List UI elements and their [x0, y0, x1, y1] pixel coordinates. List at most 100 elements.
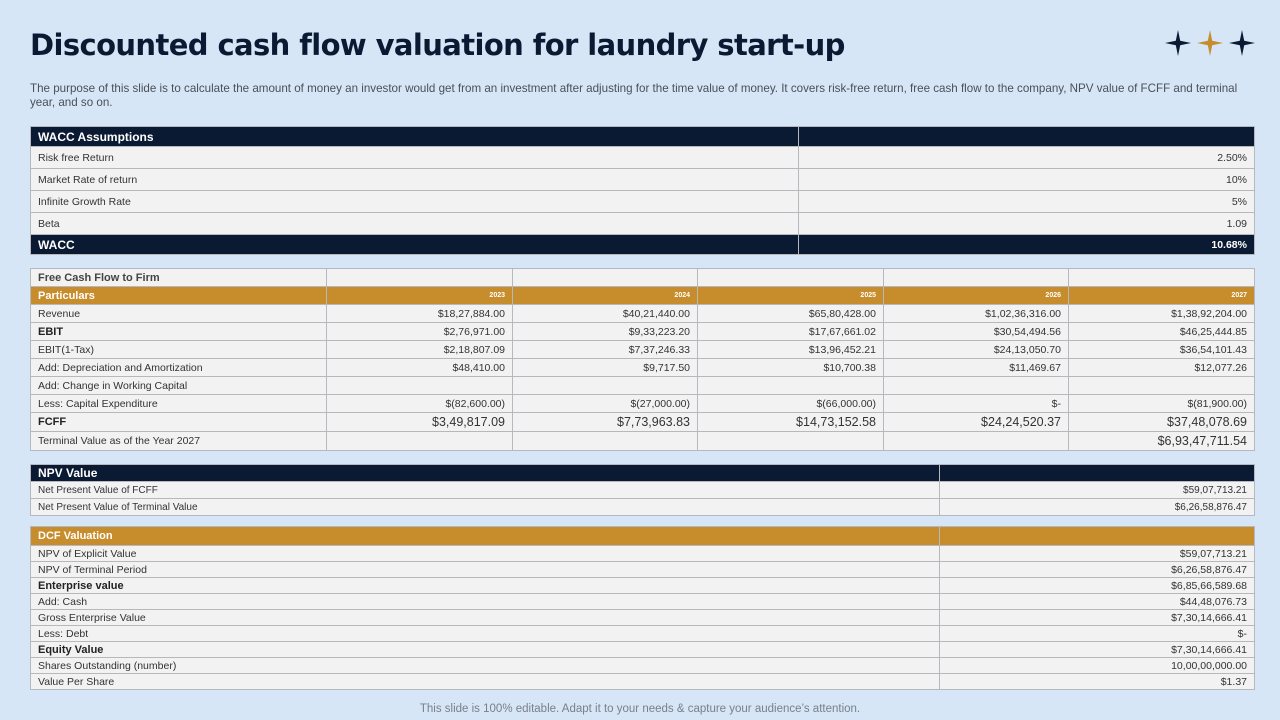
wacc-row-label: Infinite Growth Rate [30, 190, 799, 213]
fcff-row-label: FCFF [30, 412, 327, 432]
fcff-row-label: EBIT [30, 322, 327, 341]
dcf-row: Gross Enterprise Value $7,30,14,666.41 [30, 609, 1255, 626]
star-icon [1165, 30, 1191, 56]
dcf-row-label: Add: Cash [30, 593, 940, 610]
dcf-row: Shares Outstanding (number) 10,00,00,000… [30, 657, 1255, 674]
npv-row: Net Present Value of FCFF $59,07,713.21 [30, 481, 1255, 499]
fcff-cell: $12,077.26 [1068, 358, 1255, 377]
dcf-row-value: $7,30,14,666.41 [939, 641, 1255, 658]
wacc-row-value: 2.50% [798, 146, 1255, 169]
dcf-row-label: Equity Value [30, 641, 940, 658]
wacc-total-row: WACC 10.68% [30, 234, 1255, 255]
fcff-row-fcff: FCFF $3,49,817.09 $7,73,963.83 $14,73,15… [30, 412, 1255, 432]
fcff-row-revenue: Revenue $18,27,884.00 $40,21,440.00 $65,… [30, 304, 1255, 323]
fcff-cell: $37,48,078.69 [1068, 412, 1255, 432]
dcf-header-row: DCF Valuation [30, 526, 1255, 546]
wacc-row-value: 10% [798, 168, 1255, 191]
fcff-cell: $- [883, 394, 1069, 413]
npv-row: Net Present Value of Terminal Value $6,2… [30, 498, 1255, 516]
fcff-cell: $10,700.38 [697, 358, 884, 377]
dcf-row-value: $59,07,713.21 [939, 545, 1255, 562]
star-icon [1197, 30, 1223, 56]
fcff-row-terminal-value: Terminal Value as of the Year 2027 $6,93… [30, 431, 1255, 451]
wacc-row: Infinite Growth Rate 5% [30, 190, 1255, 213]
fcff-row-label: EBIT(1-Tax) [30, 340, 327, 359]
dcf-row-value: $- [939, 625, 1255, 642]
wacc-assumptions-table: WACC Assumptions Risk free Return 2.50% … [30, 126, 1255, 255]
dcf-row-label: NPV of Terminal Period [30, 561, 940, 578]
fcff-cell [512, 431, 698, 451]
dcf-row: Equity Value $7,30,14,666.41 [30, 641, 1255, 658]
fcff-row-label: Add: Depreciation and Amortization [30, 358, 327, 377]
dcf-row-label: Less: Debt [30, 625, 940, 642]
wacc-row: Risk free Return 2.50% [30, 146, 1255, 169]
fcff-cell: $24,24,520.37 [883, 412, 1069, 432]
dcf-row-label: Value Per Share [30, 673, 940, 690]
dcf-row-label: NPV of Explicit Value [30, 545, 940, 562]
year-header: 2024 [512, 286, 698, 305]
fcff-cell: $46,25,444.85 [1068, 322, 1255, 341]
npv-row-value: $59,07,713.21 [939, 481, 1255, 499]
dcf-row: Less: Debt $- [30, 625, 1255, 642]
fcff-cell: $30,54,494.56 [883, 322, 1069, 341]
fcff-table: Free Cash Flow to Firm Particulars 2023 … [30, 268, 1255, 451]
fcff-cell: $(66,000.00) [697, 394, 884, 413]
wacc-header: WACC Assumptions [30, 126, 799, 147]
dcf-row-label: Shares Outstanding (number) [30, 657, 940, 674]
footer-note: This slide is 100% editable. Adapt it to… [419, 703, 861, 715]
dcf-row: Enterprise value $6,85,66,589.68 [30, 577, 1255, 594]
fcff-row-label: Add: Change in Working Capital [30, 376, 327, 395]
wacc-total-label: WACC [30, 234, 799, 255]
fcff-row-label: Revenue [30, 304, 327, 323]
fcff-cell [326, 431, 513, 451]
fcff-cell: $7,37,246.33 [512, 340, 698, 359]
npv-value-table: NPV Value Net Present Value of FCFF $59,… [30, 464, 1255, 516]
fcff-row-capex: Less: Capital Expenditure $(82,600.00) $… [30, 394, 1255, 413]
wacc-row-label: Risk free Return [30, 146, 799, 169]
fcff-cell [697, 431, 884, 451]
page-title: Discounted cash flow valuation for laund… [30, 28, 845, 62]
dcf-row-label: Gross Enterprise Value [30, 609, 940, 626]
fcff-years-row: Particulars 2023 2024 2025 2026 2027 [30, 286, 1255, 305]
wacc-total-value: 10.68% [798, 234, 1255, 255]
fcff-cell: $3,49,817.09 [326, 412, 513, 432]
fcff-cell: $1,38,92,204.00 [1068, 304, 1255, 323]
npv-row-label: Net Present Value of FCFF [30, 481, 940, 499]
fcff-row-label: Terminal Value as of the Year 2027 [30, 431, 327, 451]
npv-header-row: NPV Value [30, 464, 1255, 482]
wacc-header-row: WACC Assumptions [30, 126, 1255, 147]
fcff-cell: $2,76,971.00 [326, 322, 513, 341]
year-header: 2025 [697, 286, 884, 305]
fcff-cell [512, 376, 698, 395]
fcff-row-label: Less: Capital Expenditure [30, 394, 327, 413]
npv-row-label: Net Present Value of Terminal Value [30, 498, 940, 516]
wacc-row-value: 5% [798, 190, 1255, 213]
fcff-row-working-capital: Add: Change in Working Capital [30, 376, 1255, 395]
fcff-row-depreciation: Add: Depreciation and Amortization $48,4… [30, 358, 1255, 377]
year-header: 2026 [883, 286, 1069, 305]
fcff-cell: $11,469.67 [883, 358, 1069, 377]
dcf-row-value: $7,30,14,666.41 [939, 609, 1255, 626]
npv-header: NPV Value [30, 464, 940, 482]
wacc-row: Market Rate of return 10% [30, 168, 1255, 191]
dcf-row: Add: Cash $44,48,076.73 [30, 593, 1255, 610]
dcf-row-value: $6,85,66,589.68 [939, 577, 1255, 594]
fcff-cell: $40,21,440.00 [512, 304, 698, 323]
fcff-cell: $17,67,661.02 [697, 322, 884, 341]
npv-row-value: $6,26,58,876.47 [939, 498, 1255, 516]
dcf-valuation-table: DCF Valuation NPV of Explicit Value $59,… [30, 526, 1255, 690]
fcff-title-row: Free Cash Flow to Firm [30, 268, 1255, 287]
dcf-row-value: 10,00,00,000.00 [939, 657, 1255, 674]
wacc-row-value: 1.09 [798, 212, 1255, 235]
fcff-cell: $9,33,223.20 [512, 322, 698, 341]
wacc-row: Beta 1.09 [30, 212, 1255, 235]
fcff-cell: $36,54,101.43 [1068, 340, 1255, 359]
fcff-cell: $(81,900.00) [1068, 394, 1255, 413]
fcff-cell [883, 376, 1069, 395]
fcff-cell: $14,73,152.58 [697, 412, 884, 432]
dcf-header: DCF Valuation [30, 526, 940, 546]
dcf-row: NPV of Explicit Value $59,07,713.21 [30, 545, 1255, 562]
dcf-row-value: $1.37 [939, 673, 1255, 690]
fcff-cell: $65,80,428.00 [697, 304, 884, 323]
fcff-cell: $7,73,963.83 [512, 412, 698, 432]
